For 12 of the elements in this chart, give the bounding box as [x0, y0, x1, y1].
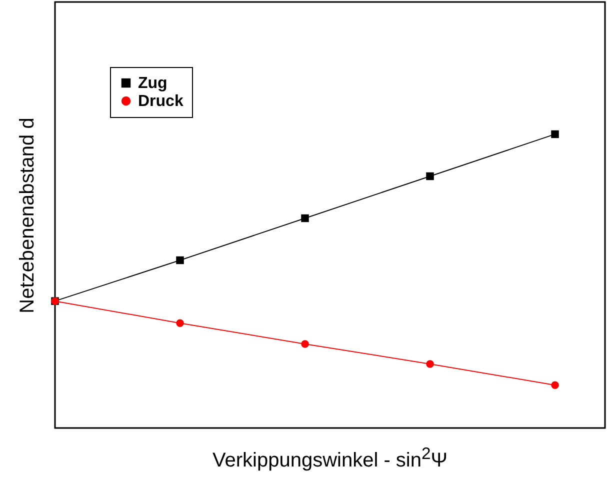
point: [176, 256, 184, 264]
legend-label: Zug: [138, 75, 168, 92]
point: [301, 214, 309, 222]
point: [551, 130, 559, 138]
point: [426, 360, 434, 368]
point: [301, 340, 309, 348]
x-axis-title: Verkippungswinkel - sin$^{2}$Ψ: [212, 444, 448, 473]
y-axis-title: Netzebenenabstand d: [16, 118, 38, 314]
point: [176, 319, 184, 327]
legend-label: Druck: [138, 93, 184, 110]
point: [551, 381, 559, 389]
point: [426, 172, 434, 180]
